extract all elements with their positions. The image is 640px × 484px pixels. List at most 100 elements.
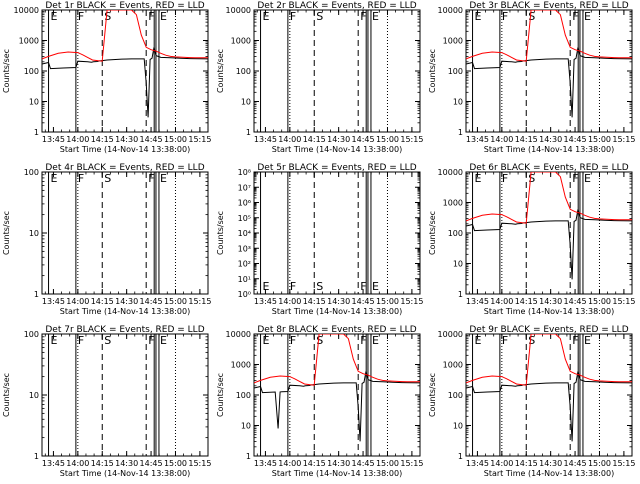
marker-label: F — [78, 172, 84, 185]
y-tick-label: 10000 — [438, 330, 463, 339]
marker-label: S — [316, 280, 323, 293]
y-axis-label: Counts/sec — [2, 373, 11, 417]
detector-panel-8: Det 8r BLACK = Events, RED = LLD 1 10 100 10… — [216, 325, 423, 478]
y-tick-label: 1 — [34, 128, 39, 137]
panel-title: Det 2r BLACK = Events, RED = LLD — [257, 1, 416, 11]
marker-label: E — [263, 10, 270, 23]
x-tick-label: 14:30 — [327, 297, 350, 306]
marker-label: F — [78, 334, 84, 347]
lld-series-line — [42, 10, 208, 62]
marker-label: E — [372, 10, 379, 23]
panel-title: Det 7r BLACK = Events, RED = LLD — [45, 325, 204, 335]
y-tick-label: 10⁶ — [238, 199, 251, 208]
marker-label: E — [475, 172, 482, 185]
panel-title: Det 8r BLACK = Events, RED = LLD — [257, 325, 416, 335]
y-tick-label: 10² — [238, 260, 251, 269]
marker-label: E — [51, 334, 58, 347]
x-tick-label: 14:00 — [490, 135, 513, 144]
marker-label: F — [78, 10, 84, 23]
events-series-line — [254, 371, 420, 442]
y-tick-label: 100 — [24, 67, 39, 76]
x-tick-label: 14:45 — [564, 135, 587, 144]
lld-series-line — [466, 334, 632, 386]
marker-label: F — [290, 334, 296, 347]
events-series-line — [466, 209, 632, 280]
x-tick-label: 14:00 — [66, 135, 89, 144]
marker-label: F — [502, 172, 508, 185]
x-tick-label: 14:30 — [115, 459, 138, 468]
marker-label: E — [51, 172, 58, 185]
y-tick-label: 1 — [246, 128, 251, 137]
y-tick-label: 1000 — [231, 361, 251, 370]
x-tick-label: 15:15 — [188, 297, 211, 306]
y-tick-label: 10000 — [226, 6, 251, 15]
x-tick-label: 14:00 — [278, 459, 301, 468]
y-axis-label: Counts/sec — [216, 211, 225, 255]
marker-label: F — [572, 172, 578, 185]
plot-frame — [253, 9, 421, 133]
marker-label: F — [360, 280, 366, 293]
y-tick-label: 10 — [241, 98, 251, 107]
x-tick-label: 13:45 — [466, 135, 489, 144]
x-tick-label: 13:45 — [254, 297, 277, 306]
y-tick-label: 1 — [458, 452, 463, 461]
y-tick-label: 1 — [246, 452, 251, 461]
marker-label: E — [372, 280, 379, 293]
y-tick-label: 10 — [453, 260, 463, 269]
x-tick-label: 15:15 — [188, 135, 211, 144]
x-tick-label: 14:00 — [278, 135, 301, 144]
marker-label: F — [572, 334, 578, 347]
x-tick-label: 14:30 — [115, 135, 138, 144]
x-tick-label: 14:15 — [515, 297, 538, 306]
x-tick-label: 14:30 — [115, 297, 138, 306]
marker-label: F — [148, 334, 154, 347]
marker-label: F — [148, 172, 154, 185]
y-tick-label: 10 — [453, 422, 463, 431]
marker-label: E — [160, 10, 167, 23]
x-tick-label: 15:15 — [400, 459, 423, 468]
y-tick-label: 10⁷ — [238, 183, 251, 192]
marker-label: F — [572, 10, 578, 23]
x-axis-label: Start Time (14-Nov-14 13:38:00) — [60, 307, 190, 316]
x-tick-label: 14:30 — [539, 459, 562, 468]
y-tick-label: 10 — [241, 422, 251, 431]
y-tick-label: 100 — [24, 168, 39, 177]
plot-frame — [253, 333, 421, 457]
plot-frame — [465, 171, 633, 295]
x-tick-label: 15:15 — [400, 135, 423, 144]
y-axis-label: Counts/sec — [428, 373, 437, 417]
y-tick-label: 1 — [34, 290, 39, 299]
marker-label: F — [148, 10, 154, 23]
marker-label: S — [528, 10, 535, 23]
x-tick-label: 15:00 — [164, 459, 187, 468]
x-tick-label: 15:00 — [376, 459, 399, 468]
x-tick-label: 13:45 — [254, 459, 277, 468]
x-tick-label: 15:15 — [612, 297, 635, 306]
x-tick-label: 14:00 — [278, 297, 301, 306]
y-axis-label: Counts/sec — [2, 211, 11, 255]
x-axis-label: Start Time (14-Nov-14 13:38:00) — [60, 469, 190, 478]
marker-label: S — [316, 334, 323, 347]
x-tick-label: 14:00 — [490, 297, 513, 306]
x-axis-label: Start Time (14-Nov-14 13:38:00) — [272, 307, 402, 316]
y-tick-label: 1 — [458, 290, 463, 299]
y-tick-label: 100 — [448, 229, 463, 238]
detector-panel-7: Det 7r BLACK = Events, RED = LLD 1 10 100 Co… — [2, 325, 211, 478]
marker-label: E — [372, 334, 379, 347]
marker-label: E — [263, 280, 270, 293]
lld-series-line — [254, 334, 420, 386]
x-tick-label: 15:15 — [400, 297, 423, 306]
x-tick-label: 15:00 — [588, 459, 611, 468]
y-tick-label: 100 — [448, 67, 463, 76]
plot-frame — [41, 333, 209, 457]
detector-panel-5: Det 5r BLACK = Events, RED = LLD 10⁰ 10¹ 10… — [216, 163, 423, 316]
x-axis-label: Start Time (14-Nov-14 13:38:00) — [484, 145, 614, 154]
marker-label: F — [502, 10, 508, 23]
marker-label: F — [502, 334, 508, 347]
marker-label: E — [584, 172, 591, 185]
y-axis-label: Counts/sec — [428, 49, 437, 93]
x-tick-label: 14:15 — [303, 135, 326, 144]
marker-label: F — [360, 10, 366, 23]
plot-frame — [465, 333, 633, 457]
